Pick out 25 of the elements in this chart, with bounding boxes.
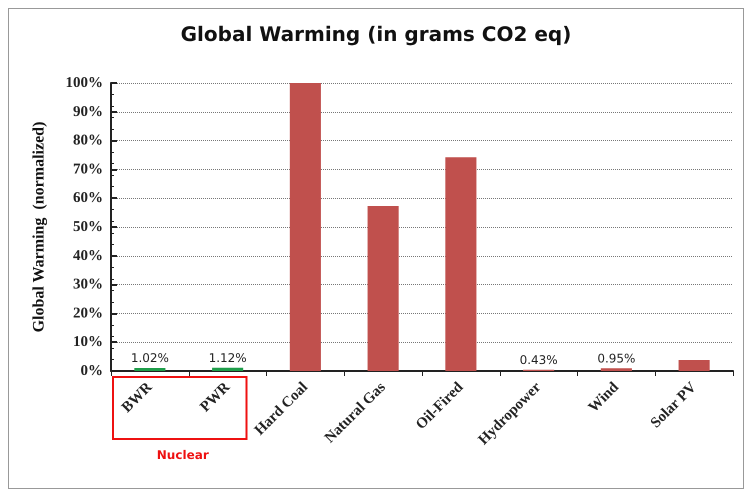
y-axis-title: Global Warming (normalized) xyxy=(30,122,48,332)
bar xyxy=(600,368,632,371)
y-tick-label: 30% xyxy=(73,276,103,293)
y-tick-label: 90% xyxy=(73,104,103,120)
y-tick-label: 50% xyxy=(73,219,103,235)
bar xyxy=(212,368,244,371)
data-label: 0.43% xyxy=(520,352,558,367)
bar xyxy=(134,368,166,371)
text: Nuclear xyxy=(156,448,209,462)
data-label: 1.12% xyxy=(208,350,247,365)
y-tick-label: 100% xyxy=(66,75,103,91)
y-tick-label: 70% xyxy=(73,161,103,178)
bar xyxy=(445,157,476,371)
bar xyxy=(368,206,399,371)
y-tick-label: 60% xyxy=(73,190,103,206)
data-label: 0.95% xyxy=(597,351,636,366)
bar xyxy=(290,83,321,371)
y-tick-label: 0% xyxy=(80,363,103,379)
y-tick-label: 10% xyxy=(73,334,103,350)
y-tick-label: 80% xyxy=(73,132,103,149)
y-tick-label: 20% xyxy=(73,305,103,322)
bar xyxy=(678,360,710,371)
chart-title: Global Warming (in grams CO2 eq) xyxy=(180,22,572,46)
data-label: 1.02% xyxy=(130,351,169,366)
y-tick-label: 40% xyxy=(73,248,103,264)
